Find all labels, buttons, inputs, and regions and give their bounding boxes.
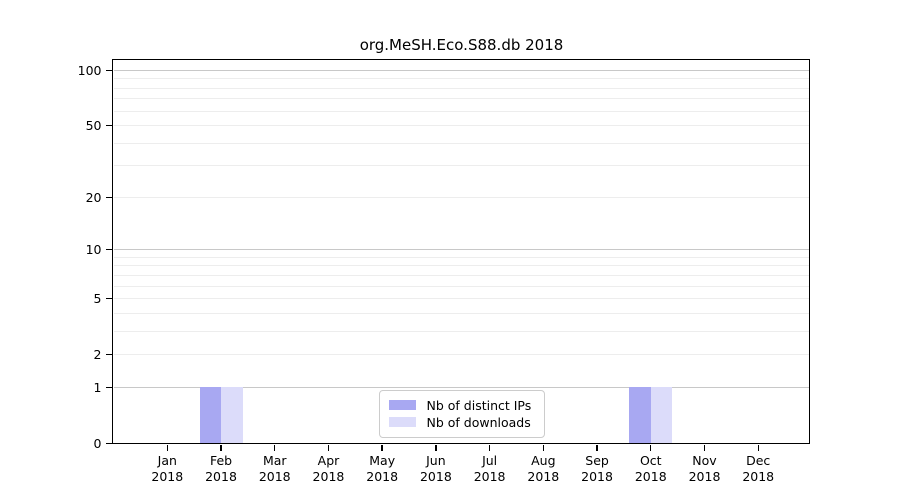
y-tick xyxy=(105,196,113,198)
y-tick xyxy=(105,69,113,71)
x-tick-label-line: Feb xyxy=(209,452,233,468)
x-tick xyxy=(435,444,437,451)
x-tick-label-line: Aug xyxy=(531,452,556,468)
gridline-minor xyxy=(113,312,810,314)
gridline-minor xyxy=(113,285,810,287)
x-tick-label-line: 2018 xyxy=(258,469,291,484)
x-tick-label-line: 2018 xyxy=(634,469,667,484)
legend-label-downloads: Nb of downloads xyxy=(426,414,531,430)
x-tick xyxy=(488,444,491,451)
x-tick-label-line: Jan xyxy=(157,452,177,468)
x-tick xyxy=(703,444,706,451)
bar-distinct-ips xyxy=(199,387,222,444)
plot-area: Nb of distinct IPs Nb of downloads xyxy=(113,60,810,444)
x-tick-label: May 2018 xyxy=(354,453,410,486)
x-tick-label-line: Apr xyxy=(317,452,340,468)
x-tick-label-line: 2018 xyxy=(688,469,721,484)
x-tick xyxy=(220,444,222,451)
x-tick-label: Dec 2018 xyxy=(730,453,786,486)
x-tick-label-line: Jun xyxy=(426,452,446,468)
x-tick-label: Apr 2018 xyxy=(300,453,356,486)
gridline-minor xyxy=(113,110,810,112)
x-tick-label-line: May xyxy=(369,452,396,468)
gridline-major xyxy=(113,386,810,388)
x-tick xyxy=(327,444,330,451)
gridline-minor xyxy=(113,142,810,144)
x-tick-label: Sep 2018 xyxy=(569,453,625,486)
y-tick-label: 100 xyxy=(77,62,102,78)
x-tick-label-line: 2018 xyxy=(312,469,345,484)
y-tick xyxy=(105,386,113,389)
x-tick xyxy=(596,444,598,451)
x-tick xyxy=(274,444,276,451)
legend-item-distinct-ips: Nb of distinct IPs xyxy=(388,397,534,414)
bar-downloads xyxy=(650,387,673,444)
y-tick-label: 2 xyxy=(93,347,102,363)
gridline-minor xyxy=(113,87,810,89)
y-tick-label: 0 xyxy=(93,436,102,451)
gridline-minor xyxy=(113,265,810,267)
x-tick-label-line: 2018 xyxy=(205,469,237,484)
legend-swatch-distinct-ips xyxy=(388,399,416,411)
x-tick-label: Jun 2018 xyxy=(408,453,464,486)
gridline-minor xyxy=(113,196,810,198)
x-tick xyxy=(381,444,383,451)
legend: Nb of distinct IPs Nb of downloads xyxy=(378,389,545,438)
x-tick-label-line: 2018 xyxy=(581,469,613,484)
y-tick-label: 1 xyxy=(93,379,102,395)
x-tick xyxy=(650,444,652,451)
y-tick-label: 5 xyxy=(93,291,102,307)
x-tick-label: Jul 2018 xyxy=(462,453,518,486)
x-tick-label-line: Nov xyxy=(692,452,717,468)
x-tick-label-line: Oct xyxy=(639,452,662,468)
y-tick xyxy=(105,248,113,251)
x-tick-label: Nov 2018 xyxy=(677,453,733,486)
gridline-minor xyxy=(113,78,810,80)
x-tick-label: Oct 2018 xyxy=(623,453,679,486)
x-tick-label-line: 2018 xyxy=(366,469,399,484)
x-tick-label: Aug 2018 xyxy=(515,453,571,486)
y-tick xyxy=(105,297,113,300)
x-tick-label-line: Dec xyxy=(746,452,771,468)
x-tick-label-line: Sep xyxy=(585,452,609,468)
y-tick xyxy=(105,442,113,445)
gridline-minor xyxy=(113,98,810,100)
gridline-minor xyxy=(113,125,810,127)
x-tick xyxy=(166,444,168,451)
bar-downloads xyxy=(221,387,243,444)
gridline-major xyxy=(113,249,810,251)
x-tick-label-line: 2018 xyxy=(527,469,560,484)
gridline-minor xyxy=(113,354,810,356)
y-tick xyxy=(105,124,113,127)
gridline-minor xyxy=(113,165,810,167)
legend-label-distinct-ips: Nb of distinct IPs xyxy=(426,397,532,413)
gridline-major xyxy=(113,69,810,71)
legend-swatch-downloads xyxy=(388,416,416,428)
legend-item-downloads: Nb of downloads xyxy=(388,414,534,431)
x-tick-label-line: 2018 xyxy=(151,469,184,484)
y-tick xyxy=(105,353,113,356)
x-tick-label-line: Mar xyxy=(262,452,287,468)
x-tick-label-line: 2018 xyxy=(473,469,506,484)
x-tick-label-line: Jul xyxy=(482,452,498,468)
y-tick-label: 20 xyxy=(85,189,102,205)
x-tick-label-line: 2018 xyxy=(742,469,775,484)
x-tick xyxy=(757,444,759,451)
gridline-minor xyxy=(113,298,810,300)
x-tick-label: Feb 2018 xyxy=(193,453,249,486)
x-tick-label: Jan 2018 xyxy=(139,453,195,486)
chart-title: org.MeSH.Eco.S88.db 2018 xyxy=(359,36,564,54)
x-tick-label: Mar 2018 xyxy=(247,453,303,486)
y-tick-label: 50 xyxy=(85,118,102,134)
gridline-minor xyxy=(113,256,810,258)
x-tick-label-line: 2018 xyxy=(419,469,452,484)
gridline-minor xyxy=(113,330,810,332)
x-tick xyxy=(542,444,545,451)
plot-clip xyxy=(113,61,810,444)
bar-distinct-ips xyxy=(629,387,651,444)
gridline-minor xyxy=(113,274,810,276)
y-tick-label: 10 xyxy=(85,242,102,258)
